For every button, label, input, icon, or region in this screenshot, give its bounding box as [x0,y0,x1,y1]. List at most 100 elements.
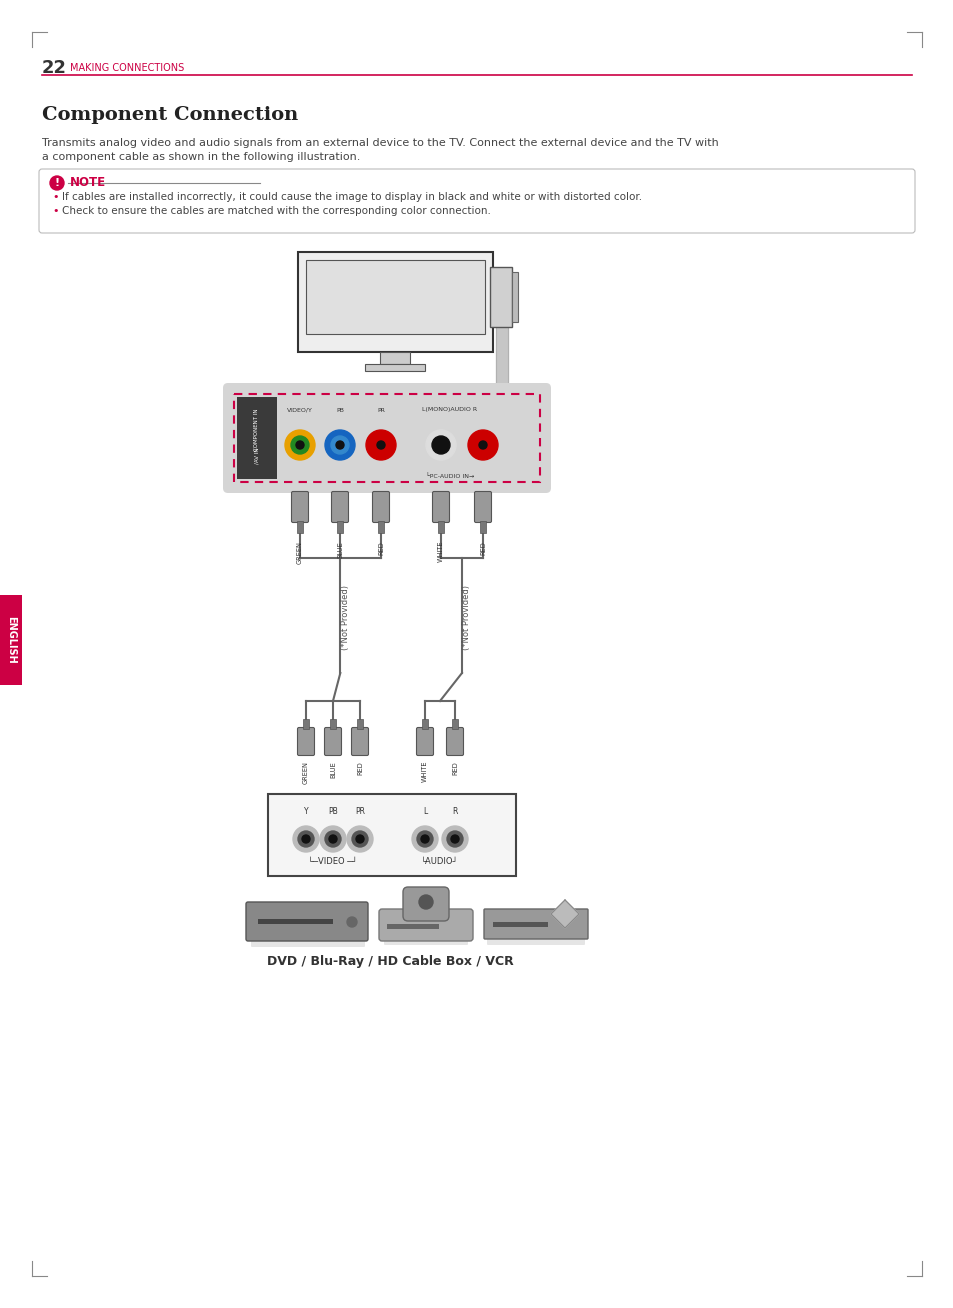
Text: WHITE: WHITE [437,542,443,562]
Text: R: R [452,807,457,816]
Bar [493,922,547,927]
Text: 22: 22 [42,59,67,77]
Circle shape [355,835,364,842]
Circle shape [325,831,340,848]
Text: MAKING CONNECTIONS: MAKING CONNECTIONS [70,63,184,73]
Circle shape [293,825,318,852]
Circle shape [447,831,462,848]
Text: Y: Y [303,807,308,816]
Bar [490,267,512,327]
Circle shape [285,430,314,460]
FancyBboxPatch shape [402,887,449,921]
Text: Check to ensure the cables are matched with the corresponding color connection.: Check to ensure the cables are matched w… [62,205,491,216]
FancyBboxPatch shape [246,903,368,940]
Bar [236,398,276,479]
Circle shape [420,835,429,842]
Bar [296,521,303,532]
Text: BLUE: BLUE [336,542,343,557]
Bar [330,719,335,729]
Text: L(MONO)AUDIO R: L(MONO)AUDIO R [422,408,477,412]
FancyBboxPatch shape [483,909,587,939]
Circle shape [335,441,344,449]
Text: VIDEO/Y: VIDEO/Y [287,408,313,412]
FancyBboxPatch shape [331,492,348,522]
Text: NOTE: NOTE [70,177,106,190]
Circle shape [366,430,395,460]
Circle shape [451,835,458,842]
FancyBboxPatch shape [39,169,914,233]
Circle shape [418,895,433,909]
FancyBboxPatch shape [474,492,491,522]
Circle shape [319,825,346,852]
Text: If cables are installed incorrectly, it could cause the image to display in blac: If cables are installed incorrectly, it … [62,192,641,201]
FancyBboxPatch shape [306,260,484,334]
Text: •: • [52,205,58,216]
Text: /AV IN: /AV IN [254,447,259,464]
FancyBboxPatch shape [297,727,314,756]
Bar [356,719,363,729]
Text: •: • [52,192,58,201]
Circle shape [436,441,444,449]
Circle shape [347,825,373,852]
Circle shape [325,430,355,460]
Text: Transmits analog video and audio signals from an external device to the TV. Conn: Transmits analog video and audio signals… [42,139,718,148]
Circle shape [50,177,64,190]
Polygon shape [551,900,578,927]
Circle shape [352,831,368,848]
Bar [268,794,516,876]
Circle shape [372,436,390,454]
FancyBboxPatch shape [223,383,551,493]
Bar [377,521,384,532]
FancyBboxPatch shape [251,938,365,947]
Text: GREEN: GREEN [296,542,303,564]
FancyBboxPatch shape [292,492,308,522]
Bar [479,521,485,532]
Text: PB: PB [328,807,337,816]
Bar [379,352,410,364]
Circle shape [416,831,433,848]
FancyBboxPatch shape [351,727,368,756]
Circle shape [412,825,437,852]
FancyBboxPatch shape [378,909,473,940]
Bar [257,920,333,923]
FancyBboxPatch shape [384,937,468,944]
Circle shape [474,436,492,454]
Text: WHITE: WHITE [421,761,428,782]
FancyBboxPatch shape [0,595,22,685]
Text: DVD / Blu-Ray / HD Cable Box / VCR: DVD / Blu-Ray / HD Cable Box / VCR [266,956,513,968]
Text: PR: PR [376,408,384,412]
FancyBboxPatch shape [372,492,389,522]
Text: COMPONENT IN: COMPONENT IN [254,408,259,451]
Circle shape [347,917,356,927]
FancyBboxPatch shape [297,252,493,352]
FancyBboxPatch shape [416,727,433,756]
Bar [421,719,428,729]
Circle shape [468,430,497,460]
Circle shape [426,430,456,460]
Circle shape [376,441,385,449]
Circle shape [478,441,486,449]
Text: └─VIDEO ─┘: └─VIDEO ─┘ [308,857,357,866]
FancyBboxPatch shape [324,727,341,756]
Text: RED: RED [479,542,485,555]
Circle shape [329,835,336,842]
Text: RED: RED [377,542,384,555]
Bar [387,923,438,929]
Circle shape [302,835,310,842]
Bar [365,364,424,371]
Text: L: L [422,807,427,816]
Bar [512,272,517,322]
Bar [336,521,343,532]
Text: BLUE: BLUE [330,761,335,778]
Circle shape [291,436,309,454]
Bar [303,719,309,729]
Text: RED: RED [452,761,457,774]
Text: GREEN: GREEN [303,761,309,783]
Text: └AUDIO┘: └AUDIO┘ [421,857,458,866]
FancyBboxPatch shape [446,727,463,756]
Text: └PC-AUDIO IN→: └PC-AUDIO IN→ [425,473,474,479]
Circle shape [295,441,304,449]
Bar [452,719,457,729]
Circle shape [441,825,468,852]
Text: PB: PB [335,408,344,412]
